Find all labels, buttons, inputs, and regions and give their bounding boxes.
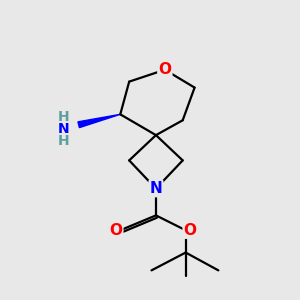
Polygon shape — [78, 114, 120, 128]
Text: H: H — [58, 134, 70, 148]
Text: H: H — [58, 110, 70, 124]
Text: N: N — [150, 181, 162, 196]
Text: O: O — [158, 62, 171, 77]
Text: N: N — [58, 122, 70, 136]
Text: O: O — [109, 223, 122, 238]
Text: O: O — [184, 223, 196, 238]
